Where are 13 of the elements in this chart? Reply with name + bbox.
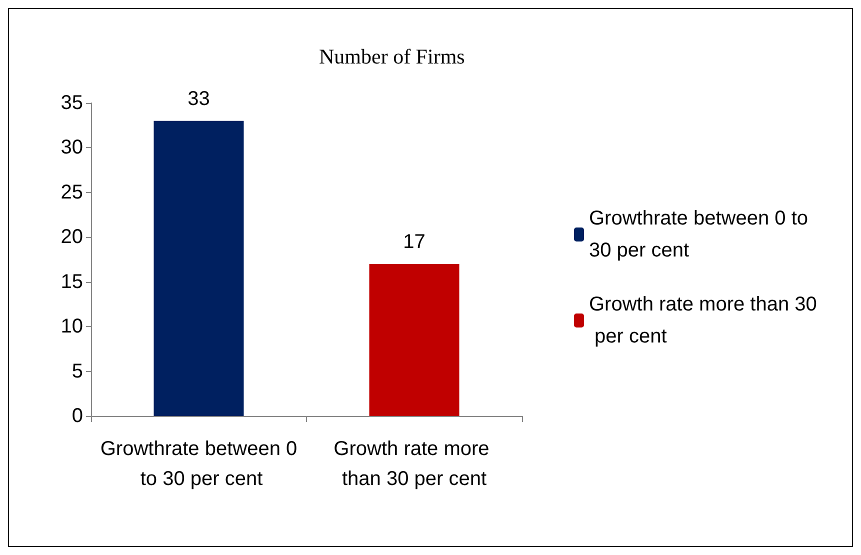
data-label: 33 — [188, 88, 210, 110]
y-tick-label: 5 — [72, 360, 83, 382]
legend-label: Growth rate more than 30 per cent — [589, 294, 817, 348]
y-tick-label: 25 — [60, 181, 83, 204]
y-tick-label: 10 — [60, 316, 83, 338]
y-tick-label: 30 — [60, 136, 83, 159]
legend-label: Growthrate between 0 to 30 per cent — [589, 208, 814, 262]
data-label: 17 — [403, 230, 426, 253]
chart-title: Number of Firms — [319, 44, 465, 68]
y-tick-label: 15 — [60, 270, 83, 293]
y-tick-label: 0 — [72, 405, 83, 427]
y-tick-label: 20 — [60, 226, 83, 248]
y-tick-label: 35 — [60, 92, 83, 114]
